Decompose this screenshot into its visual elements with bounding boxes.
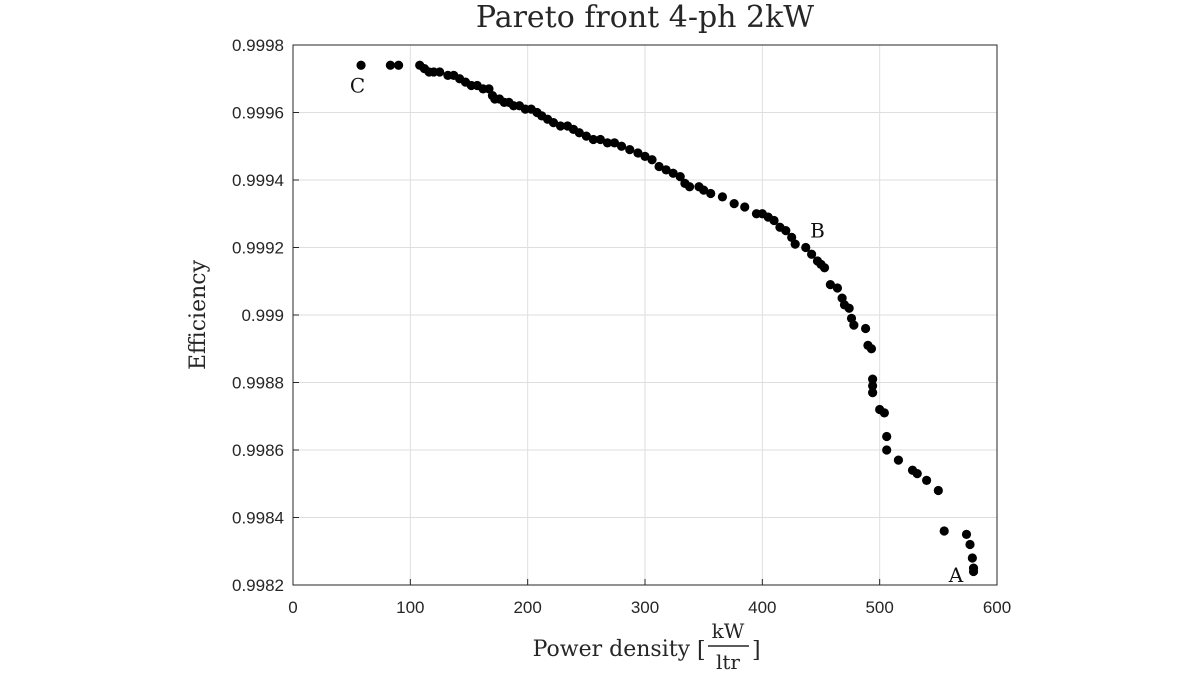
y-tick-label: 0.9996 xyxy=(232,104,284,123)
data-point xyxy=(555,121,566,131)
data-point xyxy=(844,303,854,313)
data-point xyxy=(801,242,811,253)
data-point xyxy=(882,431,892,442)
y-tick-label: 0.9988 xyxy=(232,374,284,393)
data-point xyxy=(882,445,892,455)
data-point xyxy=(675,172,685,182)
data-point xyxy=(807,249,817,259)
x-axis-label: Power density [ kW ltr ] xyxy=(533,619,761,674)
y-tick-label: 0.9984 xyxy=(232,509,284,528)
y-tick-label: 0.999 xyxy=(241,306,284,325)
chart-title: Pareto front 4-ph 2kW xyxy=(476,0,814,35)
x-axis-label-text: Power density xyxy=(533,637,691,662)
data-point xyxy=(581,131,591,141)
data-point xyxy=(922,475,932,485)
x-tick-label: 100 xyxy=(396,598,424,617)
data-point xyxy=(769,215,779,226)
data-point xyxy=(625,145,635,155)
x-tick-label: 400 xyxy=(748,598,776,617)
data-point xyxy=(893,455,904,465)
data-point xyxy=(595,134,606,145)
data-point xyxy=(740,202,750,212)
y-tick-label: 0.9998 xyxy=(232,36,284,55)
x-axis-unit-denominator: ltr xyxy=(716,650,740,674)
y-tick-label: 0.9982 xyxy=(232,576,284,595)
data-point xyxy=(868,374,878,384)
data-point xyxy=(548,118,559,128)
y-tick-label: 0.9992 xyxy=(232,239,284,258)
data-point xyxy=(781,226,791,236)
data-point xyxy=(574,128,584,138)
x-tick-label: 200 xyxy=(513,598,541,617)
data-point xyxy=(435,67,445,77)
data-point xyxy=(654,161,664,172)
data-point xyxy=(484,84,494,94)
data-point xyxy=(633,148,643,158)
x-tick-label: 500 xyxy=(865,598,893,617)
data-point xyxy=(868,381,878,391)
x-axis-unit-numerator: kW xyxy=(712,619,745,643)
data-point xyxy=(866,344,877,354)
x-tick-label: 600 xyxy=(983,598,1011,617)
y-axis-ticks: 0.9982 0.9984 0.9986 0.9988 0.999 0.9992 0.999… xyxy=(232,36,299,595)
data-point xyxy=(825,280,835,290)
x-tick-label: 300 xyxy=(631,598,659,617)
x-axis-unit-open-bracket: [ xyxy=(697,638,706,663)
data-point xyxy=(790,239,800,249)
data-point xyxy=(933,485,943,496)
data-point xyxy=(385,60,395,70)
data-point xyxy=(868,388,878,398)
data-point xyxy=(787,232,797,242)
data-point xyxy=(647,155,657,165)
data-point xyxy=(602,138,613,148)
data-point xyxy=(706,188,716,199)
data-point xyxy=(661,165,671,175)
point-annotation-b: B xyxy=(810,219,825,243)
grid-lines xyxy=(292,44,998,586)
data-point xyxy=(394,60,404,70)
data-point xyxy=(729,199,739,209)
data-point xyxy=(640,151,650,161)
point-annotation-a: A xyxy=(948,563,964,587)
point-annotation-c: C xyxy=(350,74,365,98)
data-point xyxy=(699,185,709,195)
data-point xyxy=(588,134,598,145)
data-point xyxy=(849,320,859,330)
data-point xyxy=(717,192,728,202)
data-point xyxy=(968,566,979,577)
data-point xyxy=(684,182,695,192)
data-point xyxy=(879,408,889,418)
data-point xyxy=(616,141,627,151)
y-axis-label: Efficiency xyxy=(186,259,211,370)
y-tick-label: 0.9994 xyxy=(232,171,284,190)
data-point xyxy=(860,323,871,334)
data-point xyxy=(965,539,975,550)
y-tick-label: 0.9986 xyxy=(232,441,284,460)
x-axis-unit-close-bracket: ] xyxy=(752,638,761,663)
data-point xyxy=(819,263,830,273)
data-point xyxy=(609,138,620,148)
annotations: C B A xyxy=(350,74,964,587)
data-point xyxy=(939,526,949,536)
data-point xyxy=(832,283,843,293)
data-point xyxy=(912,469,922,479)
data-point xyxy=(961,529,972,539)
x-axis-ticks: 0 100 200 300 400 500 600 xyxy=(288,579,1011,617)
data-point xyxy=(356,60,366,70)
data-point xyxy=(668,168,678,178)
data-points xyxy=(356,60,979,577)
x-tick-label: 0 xyxy=(288,598,297,617)
data-point xyxy=(967,553,977,563)
